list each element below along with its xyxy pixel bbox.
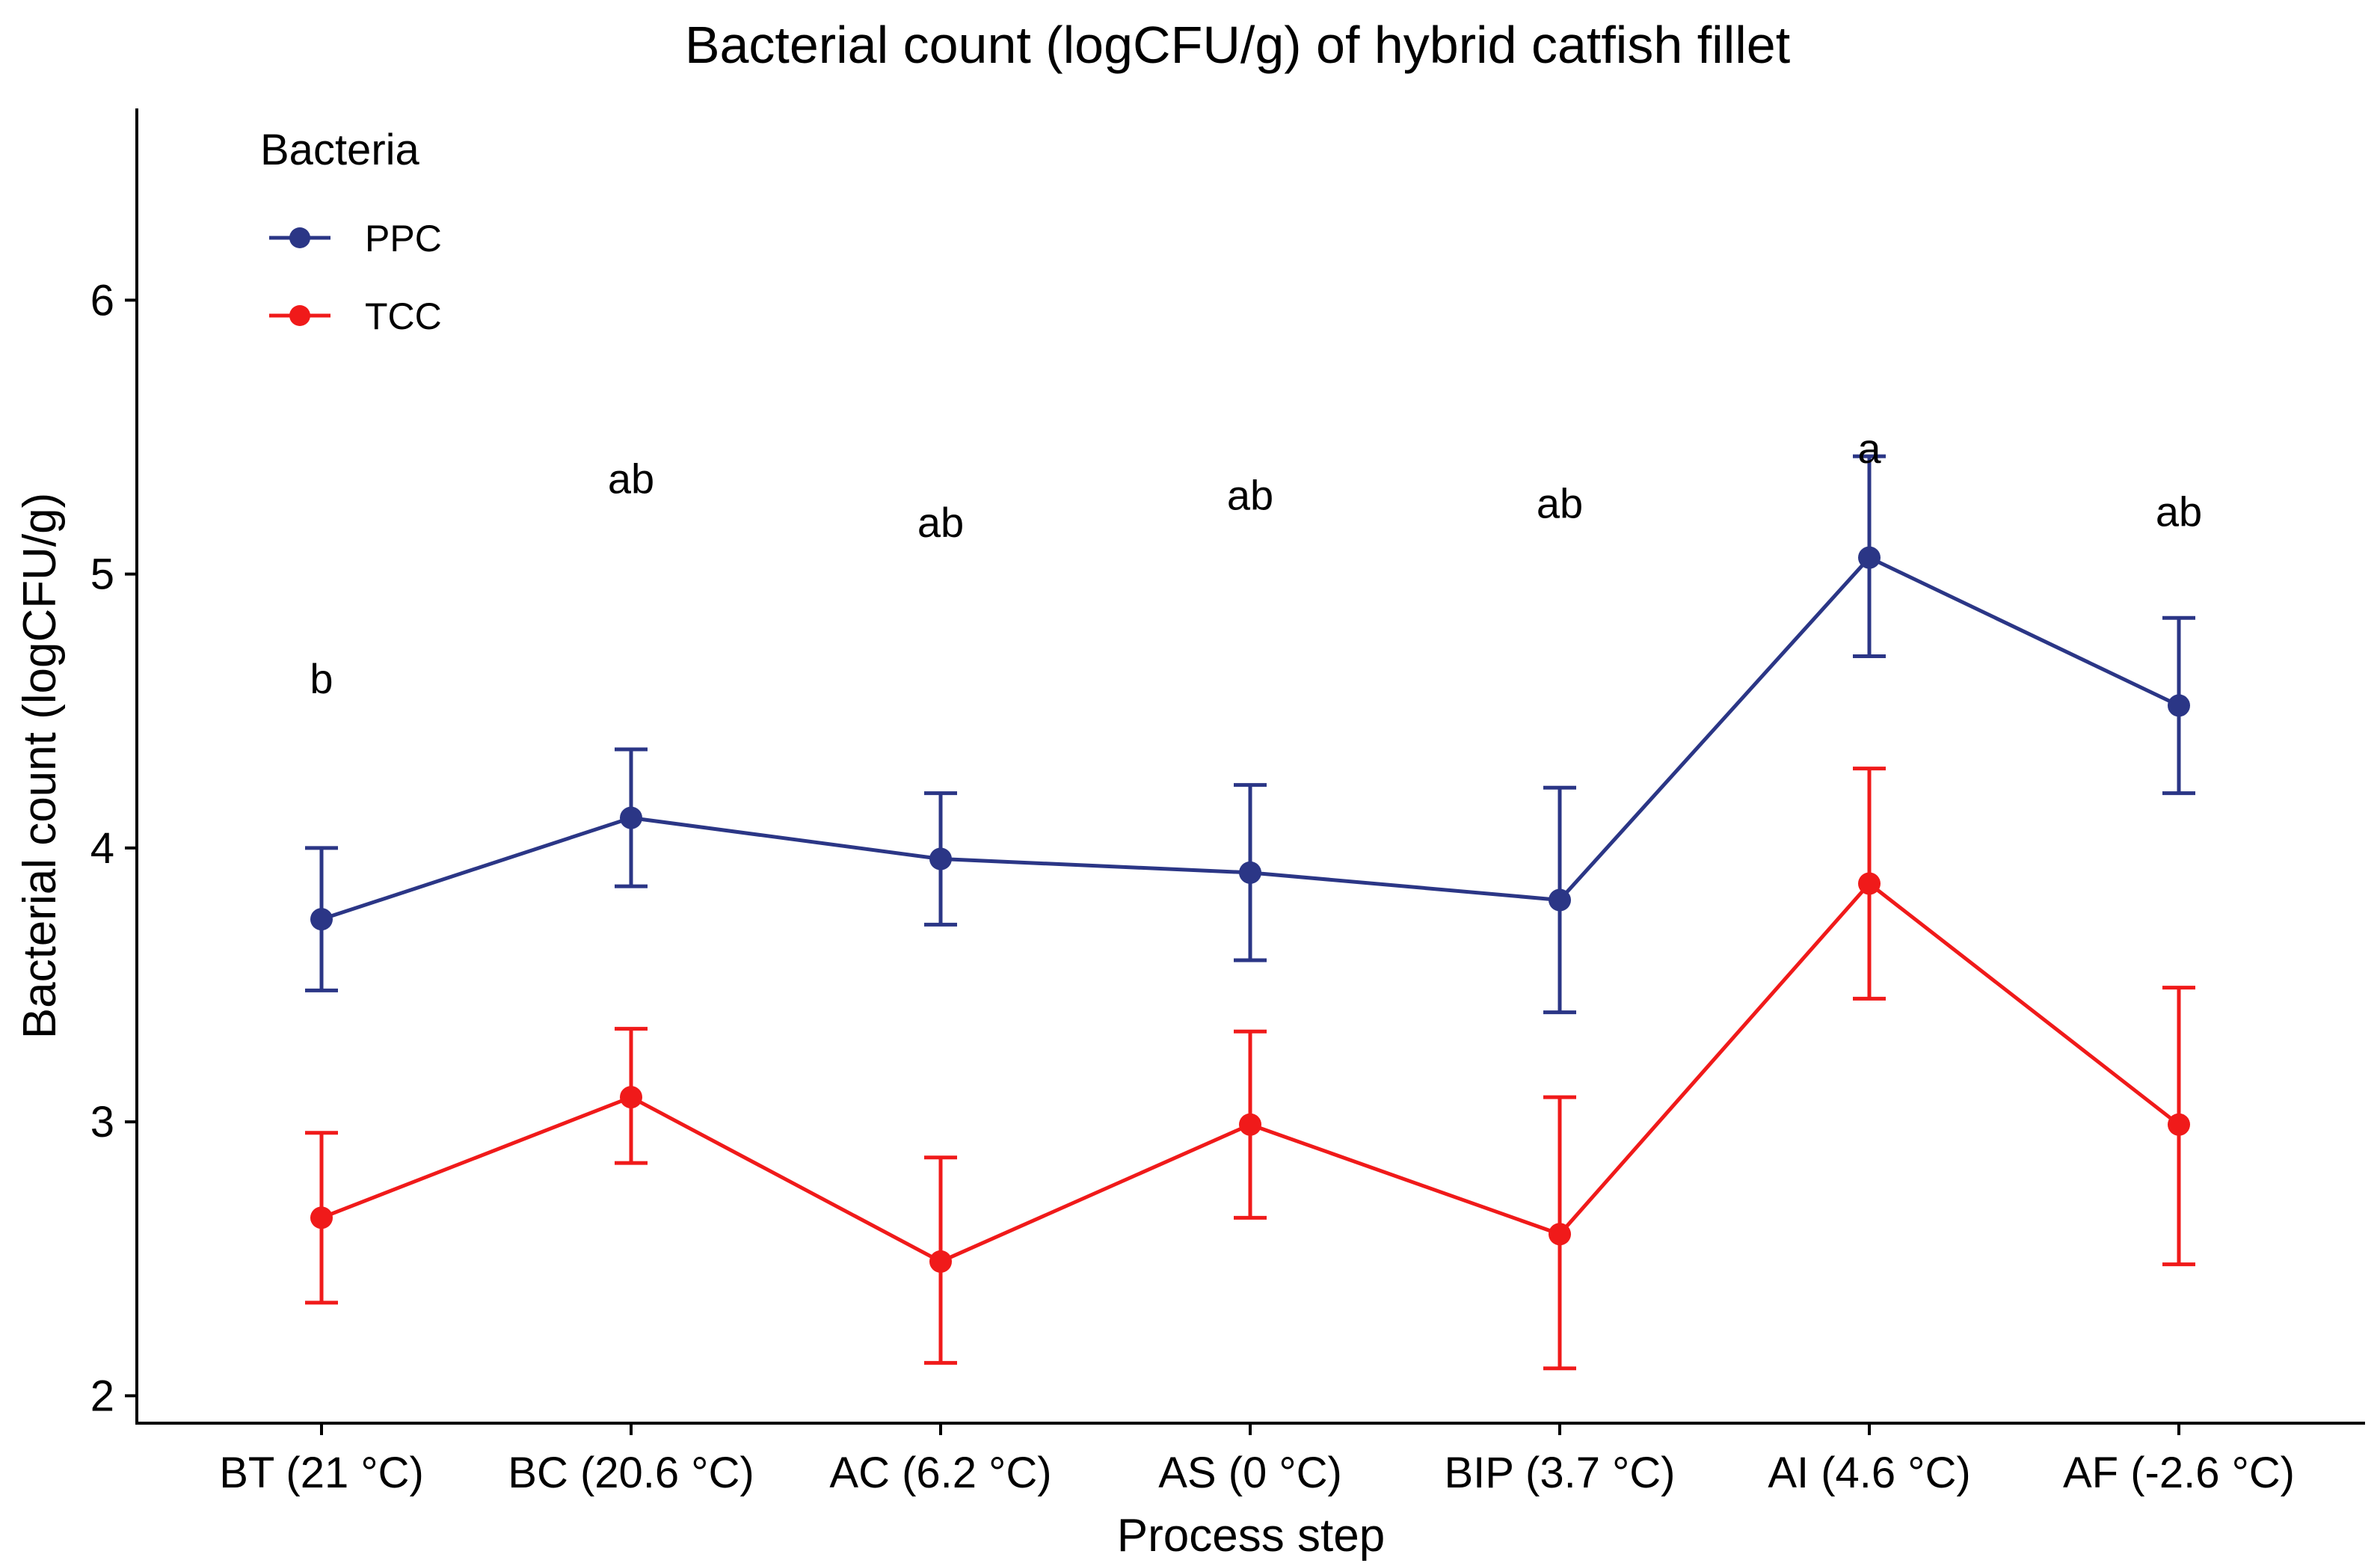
x-tick-label: AF (-2.6 °C) bbox=[2063, 1449, 2295, 1497]
x-tick-label: BC (20.6 °C) bbox=[508, 1449, 754, 1497]
y-tick-label: 3 bbox=[90, 1098, 114, 1146]
legend-title: Bacteria bbox=[260, 126, 420, 174]
annotation-layer: b ab ab ab ab a ab bbox=[310, 425, 2202, 702]
x-tick-label: AC (6.2 °C) bbox=[829, 1449, 1051, 1497]
legend: Bacteria PPC TCC bbox=[260, 126, 442, 337]
legend-entry-ppc: PPC bbox=[269, 218, 442, 260]
legend-label-ppc: PPC bbox=[365, 218, 442, 260]
data-point-ppc bbox=[2168, 694, 2190, 717]
data-point-tcc bbox=[929, 1250, 952, 1273]
data-point-ppc bbox=[1858, 546, 1881, 569]
data-point-tcc bbox=[2168, 1113, 2190, 1136]
data-point-ppc bbox=[620, 806, 642, 829]
data-point-ppc bbox=[310, 908, 333, 931]
significance-label: b bbox=[310, 655, 333, 702]
x-tick-label: AS (0 °C) bbox=[1158, 1449, 1342, 1497]
significance-label: ab bbox=[1537, 479, 1583, 526]
legend-entry-tcc: TCC bbox=[269, 295, 442, 337]
data-point-ppc bbox=[929, 847, 952, 870]
significance-label: ab bbox=[917, 499, 964, 546]
legend-marker-ppc bbox=[289, 227, 310, 248]
chart-title: Bacterial count (logCFU/g) of hybrid cat… bbox=[685, 16, 1790, 74]
y-tick-label: 2 bbox=[90, 1372, 114, 1420]
axes bbox=[135, 108, 2365, 1425]
series-layer bbox=[305, 454, 2195, 1371]
y-axis-label: Bacterial count (logCFU/g) bbox=[14, 493, 66, 1040]
data-point-tcc bbox=[1858, 872, 1881, 895]
legend-marker-tcc bbox=[289, 305, 310, 326]
x-axis-label: Process step bbox=[1117, 1510, 1385, 1562]
data-point-ppc bbox=[1549, 888, 1571, 912]
legend-label-tcc: TCC bbox=[365, 295, 442, 337]
data-point-tcc bbox=[620, 1086, 642, 1109]
data-point-tcc bbox=[1239, 1113, 1261, 1136]
series-ppc bbox=[305, 454, 2195, 1015]
x-tick-label: BIP (3.7 °C) bbox=[1444, 1449, 1675, 1497]
x-tick-label: AI (4.6 °C) bbox=[1768, 1449, 1970, 1497]
x-tick-label: BT (21 °C) bbox=[219, 1449, 424, 1497]
data-point-tcc bbox=[310, 1206, 333, 1229]
data-point-ppc bbox=[1239, 861, 1261, 884]
y-tick-label: 5 bbox=[90, 550, 114, 599]
y-ticks: 2 3 4 5 6 bbox=[90, 276, 137, 1420]
series-tcc bbox=[305, 767, 2195, 1371]
y-tick-label: 6 bbox=[90, 276, 114, 325]
significance-label: ab bbox=[2156, 488, 2202, 535]
x-ticks: BT (21 °C) BC (20.6 °C) AC (6.2 °C) AS (0 °… bbox=[219, 1423, 2295, 1497]
significance-label: a bbox=[1857, 425, 1881, 472]
data-point-tcc bbox=[1549, 1223, 1571, 1246]
y-tick-label: 4 bbox=[90, 824, 114, 873]
significance-label: ab bbox=[608, 455, 654, 502]
significance-label: ab bbox=[1227, 471, 1273, 518]
